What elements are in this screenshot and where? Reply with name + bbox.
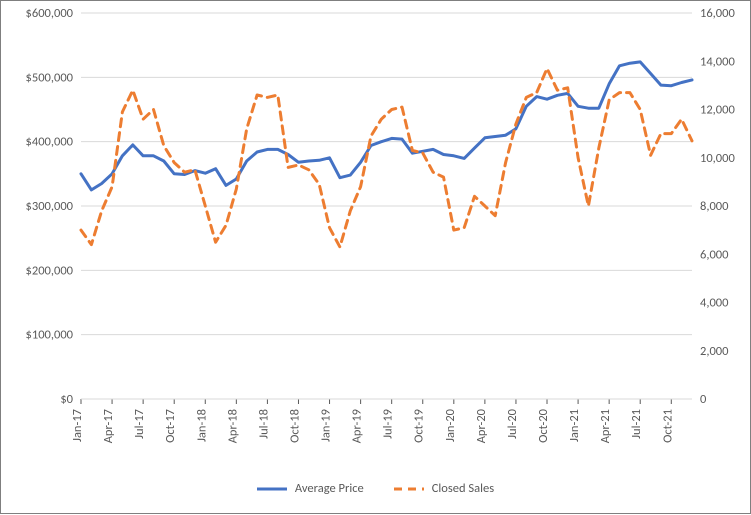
y-right-tick-label: 0 [700,392,707,407]
legend-swatch [257,483,287,495]
chart-svg: $0 $100,000 $200,000 $300,000 $400,000 $500,0… [1,1,751,515]
y-right-tick-label: 8,000 [700,199,729,214]
legend-item: Average Price [257,481,364,496]
legend-item: Closed Sales [394,481,494,496]
x-tick-label: Jan-17 [70,409,85,442]
y-left-tick-label: $400,000 [26,135,74,150]
y-right-tick-label: 14,000 [700,54,735,69]
x-tick-label: Oct-18 [287,409,302,443]
legend-label: Closed Sales [432,481,494,496]
y-right-tick-label: 16,000 [700,6,735,21]
x-tick-label: Jan-20 [443,408,458,442]
legend-label: Average Price [295,481,364,496]
x-tick-label: Jul-21 [629,409,644,439]
y-left-tick-label: $100,000 [26,328,74,343]
x-tick-label: Jul-20 [505,408,520,439]
y-right-tick-label: 4,000 [700,296,729,311]
x-tick-label: Jul-18 [256,409,271,439]
x-tick-label: Apr-17 [101,409,116,443]
legend-swatch [394,483,424,495]
x-tick-label: Jan-21 [567,409,582,442]
legend: Average Price Closed Sales [1,481,750,496]
x-tick-label: Jul-19 [381,409,396,439]
x-tick-label: Oct-20 [536,408,551,443]
y-left-tick-label: $500,000 [26,70,74,85]
x-tick-label: Apr-19 [350,409,365,443]
y-right-tick-label: 10,000 [700,151,735,166]
chart-container: $0 $100,000 $200,000 $300,000 $400,000 $500,0… [0,0,751,514]
series-average-price [81,62,692,190]
y-left-tick-label: $200,000 [26,263,74,278]
y-left-tick-label: $600,000 [26,6,74,21]
x-tick-label: Oct-21 [660,409,675,443]
x-tick-label: Apr-20 [474,408,489,443]
y-right-tick-label: 6,000 [700,247,729,262]
x-tick-label: Oct-17 [163,409,178,443]
y-right-tick-label: 2,000 [700,344,729,359]
x-tick-label: Apr-21 [598,409,613,443]
y-left-tick-label: $0 [60,392,73,407]
x-tick-label: Jul-17 [132,409,147,439]
y-left-tick-label: $300,000 [26,199,74,214]
x-tick-label: Oct-19 [412,409,427,443]
y-right-tick-label: 12,000 [700,103,735,118]
x-tick-label: Jan-18 [194,409,209,442]
x-tick-label: Apr-18 [225,409,240,443]
series-closed-sales [81,69,692,248]
x-tick-label: Jan-19 [319,409,334,442]
